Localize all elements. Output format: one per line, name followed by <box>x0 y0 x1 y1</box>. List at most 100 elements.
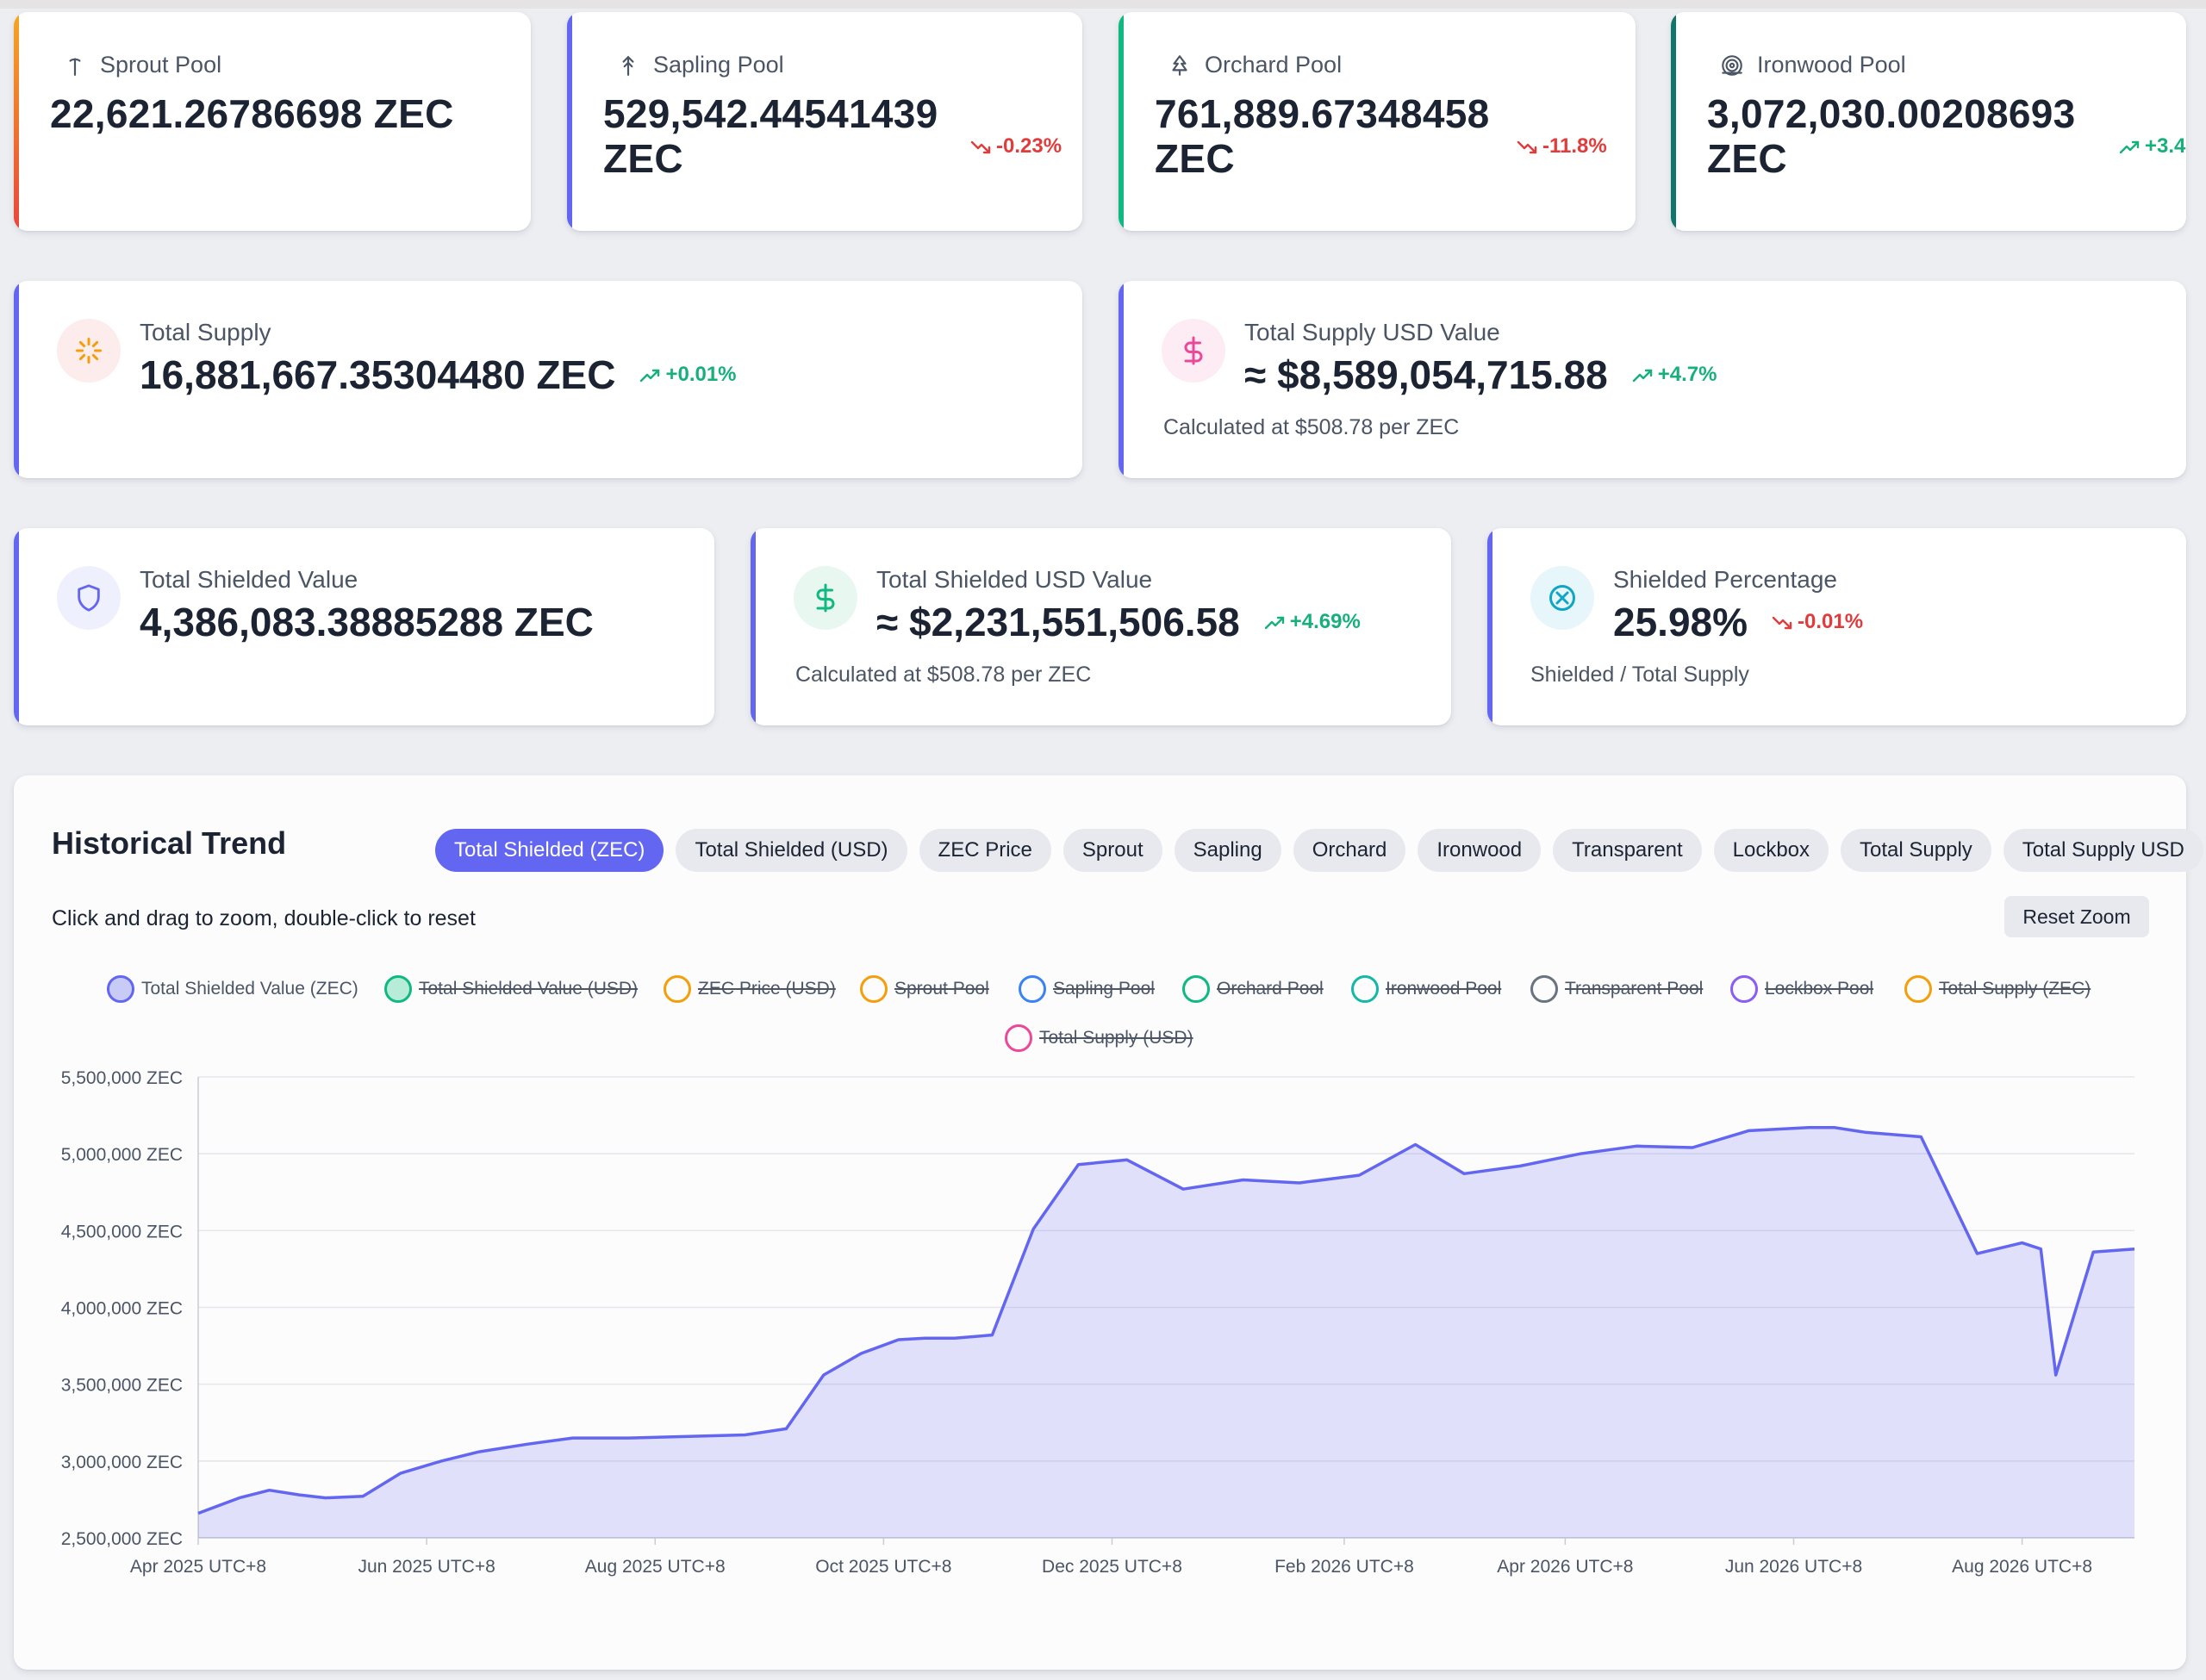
ironwood-icon <box>1719 53 1745 78</box>
legend-label: ZEC Price (USD) <box>698 979 836 999</box>
card-accent <box>1487 528 1492 725</box>
legend-item[interactable]: Lockbox Pool <box>1730 975 1873 1003</box>
pool-label: Sprout Pool <box>62 52 221 78</box>
legend-item[interactable]: Ironwood Pool <box>1351 975 1501 1003</box>
dollar-icon <box>1162 319 1225 383</box>
stat-label: Total Shielded USD Value <box>876 566 1153 593</box>
card-accent <box>14 281 19 478</box>
trend-up-icon <box>640 369 660 383</box>
tab-zec-price[interactable]: ZEC Price <box>919 829 1051 872</box>
tab-transparent[interactable]: Transparent <box>1553 829 1702 872</box>
legend-swatch <box>664 975 691 1003</box>
tab-total-supply-usd[interactable]: Total Supply USD <box>2003 829 2203 872</box>
pool-value: 529,542.44541439 ZEC <box>603 91 938 181</box>
trend-up-icon <box>2119 140 2140 154</box>
top-border <box>0 0 2206 9</box>
legend-swatch <box>1730 975 1758 1003</box>
total-supply-usd-card: Total Supply USD Value ≈ $8,589,054,715.… <box>1119 281 2186 478</box>
total-supply-card: Total Supply 16,881,667.35304480 ZEC +0.… <box>14 281 1082 478</box>
stat-sub: Shielded / Total Supply <box>1530 663 1749 687</box>
tab-sprout[interactable]: Sprout <box>1062 829 1162 872</box>
legend-item[interactable]: Total Shielded Value (USD) <box>384 975 638 1003</box>
orchard-pool-card: Orchard Pool 761,889.67348458 ZEC -11.8% <box>1119 12 1636 231</box>
legend-item[interactable]: Transparent Pool <box>1530 975 1703 1003</box>
tab-sapling[interactable]: Sapling <box>1174 829 1281 872</box>
trend-up-icon <box>1632 369 1652 383</box>
legend-item[interactable]: Sapling Pool <box>1019 975 1155 1003</box>
stat-label: Total Shielded Value <box>140 566 358 593</box>
legend-label: Transparent Pool <box>1565 979 1704 999</box>
percentage-icon <box>1530 566 1594 630</box>
total-shielded-card: Total Shielded Value 4,386,083.38885288 … <box>14 528 714 725</box>
legend-label: Total Shielded Value (USD) <box>419 979 639 999</box>
ironwood-pool-card: Ironwood Pool 3,072,030.00208693 ZEC +3.… <box>1671 12 2186 231</box>
stat-value: ≈ $2,231,551,506.58 <box>876 600 1240 644</box>
card-accent <box>1119 12 1124 231</box>
stat-value: ≈ $8,589,054,715.88 <box>1244 352 1608 397</box>
stat-change: +4.7% <box>1632 363 1717 387</box>
stat-sub: Calculated at $508.78 per ZEC <box>795 663 1092 687</box>
legend-item[interactable]: ZEC Price (USD) <box>664 975 836 1003</box>
card-accent <box>567 12 572 231</box>
legend-label: Total Supply (ZEC) <box>1939 979 2091 999</box>
legend-swatch <box>1019 975 1046 1003</box>
legend-swatch <box>860 975 888 1003</box>
pool-change: +3.4 <box>2119 134 2185 159</box>
legend-label: Sprout Pool <box>894 979 989 999</box>
card-accent <box>1119 281 1124 478</box>
legend-item[interactable]: Total Supply (ZEC) <box>1904 975 2091 1003</box>
legend-swatch <box>1351 975 1379 1003</box>
stat-value: 16,881,667.35304480 ZEC <box>140 352 616 397</box>
pool-value: 761,889.67348458 ZEC <box>1155 91 1490 181</box>
trend-down-icon <box>970 140 991 154</box>
legend-label: Total Supply (USD) <box>1039 1028 1193 1048</box>
legend-item[interactable]: Total Shielded Value (ZEC) <box>107 975 358 1003</box>
tab-orchard[interactable]: Orchard <box>1293 829 1406 872</box>
stat-change: -0.01% <box>1772 610 1863 634</box>
chart-tabs: Total Shielded (ZEC) Total Shielded (USD)… <box>435 829 2203 872</box>
card-accent <box>751 528 756 725</box>
tab-ironwood[interactable]: Ironwood <box>1418 829 1542 872</box>
stat-sub: Calculated at $508.78 per ZEC <box>1163 415 1460 439</box>
stat-value-row: ≈ $8,589,054,715.88 +4.7% <box>1244 352 1717 398</box>
legend-item[interactable]: Sprout Pool <box>860 975 989 1003</box>
pool-label: Ironwood Pool <box>1719 52 1906 78</box>
legend-swatch <box>1530 975 1558 1003</box>
sprout-icon <box>62 53 88 78</box>
pool-label: Sapling Pool <box>615 52 784 78</box>
stat-label: Total Supply USD Value <box>1244 319 1500 345</box>
shielded-percentage-card: Shielded Percentage 25.98% -0.01% Shield… <box>1487 528 2186 725</box>
legend-item[interactable]: Orchard Pool <box>1182 975 1324 1003</box>
reset-zoom-button[interactable]: Reset Zoom <box>2004 896 2149 937</box>
orchard-icon <box>1167 53 1193 78</box>
card-accent <box>1671 12 1676 231</box>
tab-lockbox[interactable]: Lockbox <box>1713 829 1829 872</box>
zoom-hint: Click and drag to zoom, double-click to … <box>52 906 476 930</box>
stat-value-row: 16,881,667.35304480 ZEC +0.01% <box>140 352 737 398</box>
trend-up-icon <box>1264 616 1284 630</box>
sapling-pool-card: Sapling Pool 529,542.44541439 ZEC -0.23% <box>567 12 1082 231</box>
legend-label: Total Shielded Value (ZEC) <box>141 979 358 999</box>
pool-value: 3,072,030.00208693 ZEC <box>1707 91 2076 181</box>
stat-value: 4,386,083.38885288 ZEC <box>140 600 594 644</box>
legend-swatch <box>1182 975 1210 1003</box>
trend-down-icon <box>1772 616 1792 630</box>
pool-change: -0.23% <box>970 134 1062 159</box>
tab-total-shielded-usd[interactable]: Total Shielded (USD) <box>676 829 907 872</box>
legend-swatch <box>107 975 134 1003</box>
legend-swatch <box>1904 975 1932 1003</box>
shield-icon <box>57 566 121 630</box>
tab-total-supply[interactable]: Total Supply <box>1841 829 1991 872</box>
legend-item[interactable]: Total Supply (USD) <box>1005 1024 1193 1052</box>
pool-value: 22,621.26786698 ZEC <box>50 91 454 136</box>
sprout-pool-card: Sprout Pool 22,621.26786698 ZEC <box>14 12 531 231</box>
tab-total-shielded-zec[interactable]: Total Shielded (ZEC) <box>435 829 664 872</box>
legend-label: Ironwood Pool <box>1386 979 1502 999</box>
chart-title: Historical Trend <box>52 825 287 861</box>
pool-label: Orchard Pool <box>1167 52 1342 78</box>
sapling-icon <box>615 53 641 78</box>
stat-label: Total Supply <box>140 319 271 345</box>
stat-change: +4.69% <box>1264 610 1361 634</box>
legend-label: Orchard Pool <box>1217 979 1324 999</box>
stat-value: 25.98% <box>1613 600 1748 644</box>
